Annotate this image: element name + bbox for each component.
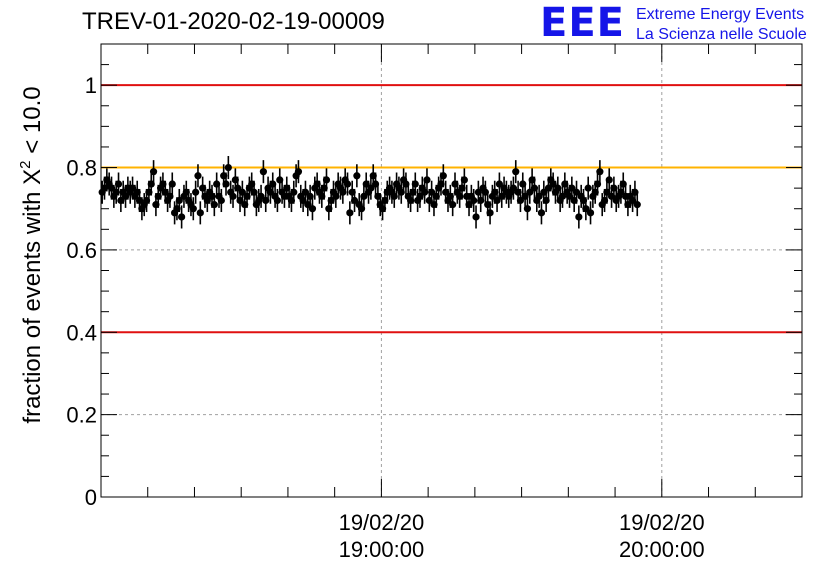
y-tick-label: 0.4	[66, 320, 97, 345]
data-point	[290, 188, 298, 196]
x-tick-label-time: 20:00:00	[619, 537, 705, 562]
data-point	[493, 196, 501, 205]
data-point	[537, 209, 546, 217]
plot-frame	[100, 43, 803, 498]
data-point	[486, 209, 494, 217]
data-point	[586, 209, 595, 217]
data-point	[605, 176, 613, 184]
y-axis-label: fraction of events with X2 < 10.0	[17, 86, 46, 423]
x-tick-label-time: 19:00:00	[339, 537, 425, 562]
data-point	[633, 201, 641, 209]
data-point	[178, 213, 186, 221]
data-point	[175, 196, 183, 205]
data-point	[294, 168, 303, 176]
data-point	[449, 201, 457, 209]
data-point	[472, 213, 480, 221]
data-point	[439, 172, 447, 180]
data-point	[217, 196, 225, 205]
data-point	[353, 172, 361, 180]
data-point	[584, 184, 592, 192]
data-point	[470, 196, 478, 205]
y-axis-label-tail: < 10.0	[19, 86, 46, 160]
data-point	[257, 192, 265, 200]
y-tick-label: 0.2	[66, 403, 97, 428]
data-point	[516, 196, 525, 205]
data-point	[512, 168, 520, 176]
data-point	[192, 188, 200, 196]
data-point	[572, 188, 581, 196]
data-point	[189, 205, 197, 213]
data-point	[343, 180, 352, 188]
data-point	[196, 209, 204, 217]
data-point	[194, 172, 202, 180]
x-tick-label-date: 19/02/20	[339, 510, 425, 535]
data-point	[222, 180, 230, 188]
y-tick-label: 1	[85, 73, 97, 98]
data-point	[509, 184, 518, 192]
data-point	[149, 168, 158, 176]
data-point	[308, 205, 317, 213]
data-point	[322, 176, 331, 184]
data-point	[535, 192, 543, 200]
data-point	[411, 180, 419, 188]
data-point	[346, 209, 354, 217]
y-axis-label-superscript: 2	[17, 160, 34, 168]
chart-title: TREV-01-2020-02-19-00009	[82, 8, 385, 35]
logo-mark: EEE	[540, 0, 625, 46]
x-tick-label-date: 19/02/20	[619, 510, 705, 535]
data-point	[114, 180, 123, 188]
data-point	[224, 163, 232, 172]
data-point	[460, 176, 468, 184]
data-point	[350, 196, 359, 205]
data-point	[423, 176, 431, 184]
data-point	[210, 201, 218, 209]
data-point	[273, 196, 282, 205]
y-axis-label-main: fraction of events with X	[19, 169, 46, 424]
data-point	[582, 205, 590, 213]
logo-line-2: La Scienza nelle Scuole	[636, 26, 807, 43]
data-point	[596, 168, 604, 176]
logo-line-1: Extreme Energy Events	[636, 6, 805, 23]
y-tick-label: 0.6	[66, 238, 97, 263]
y-tick-label: 0	[85, 485, 97, 510]
y-tick-label: 0.8	[66, 156, 97, 181]
data-point	[168, 180, 176, 188]
data-point	[229, 192, 237, 200]
data-point	[575, 213, 583, 221]
data-point	[523, 205, 532, 213]
data-point	[259, 168, 267, 176]
